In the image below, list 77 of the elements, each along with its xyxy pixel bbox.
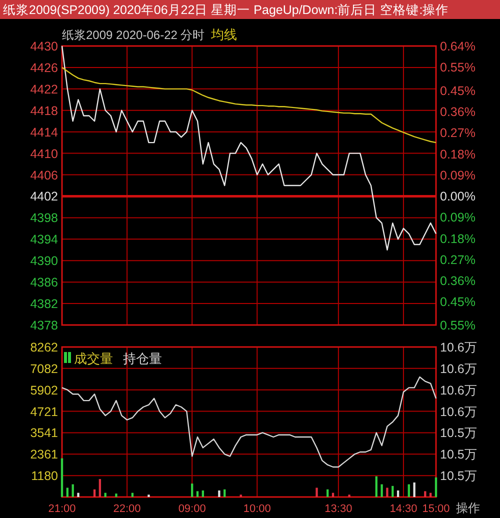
y-tick-label: 4406	[30, 168, 58, 182]
x-tick-label: 09:00	[178, 503, 206, 515]
bar	[380, 484, 383, 497]
bar	[386, 488, 388, 497]
chart-subtitle: 纸浆2009 2020-06-22 分时	[62, 28, 205, 42]
y2-tick-label: 0.64%	[440, 40, 476, 54]
y2-tick-label: 10.5万	[440, 426, 478, 440]
y2-tick-label: 0.36%	[440, 105, 476, 120]
y2-tick-label: 0.09%	[440, 168, 476, 182]
y-tick-label: 4378	[30, 318, 58, 332]
y-tick-label: 4402	[30, 190, 58, 204]
y2-tick-label: 0.55%	[440, 318, 476, 332]
bar	[424, 491, 426, 497]
y2-tick-label: 10.6万	[440, 383, 478, 398]
x-tick-label: 14:30	[390, 503, 418, 515]
bar	[396, 490, 400, 497]
y-tick-label: 4394	[30, 232, 58, 247]
y2-tick-label: 10.6万	[440, 404, 478, 419]
bar	[98, 479, 102, 497]
y2-tick-label: 10.6万	[440, 340, 478, 354]
y-tick-label: 4398	[30, 211, 58, 226]
y-tick-label: 7082	[30, 362, 58, 376]
y-tick-label: 8262	[30, 340, 58, 354]
x-tick-label: 13:30	[324, 503, 352, 515]
bar	[326, 489, 329, 497]
y-tick-label: 4386	[30, 276, 58, 290]
y2-tick-label: 10.5万	[440, 469, 478, 484]
bar	[375, 476, 378, 497]
bar	[224, 489, 226, 497]
bar	[316, 488, 318, 497]
chart-title: 纸浆2009(SP2009) 2020年06月22日 星期一 PageUp/Down:前后日 空格键:操作	[3, 3, 449, 17]
y2-tick-label: 0.45%	[440, 295, 476, 310]
bar	[392, 486, 394, 497]
y2-tick-label: 0.18%	[440, 147, 476, 162]
bar	[408, 484, 410, 497]
y-tick-label: 4430	[30, 40, 58, 54]
x-tick-label: 15:00	[422, 503, 450, 515]
bar	[202, 490, 204, 497]
y2-tick-label: 0.36%	[440, 274, 476, 288]
y-tick-label: 4410	[30, 146, 58, 161]
bar	[196, 491, 199, 497]
y2-tick-label: 0.27%	[440, 126, 476, 140]
y2-tick-label: 0.45%	[440, 84, 476, 98]
y-tick-label: 1180	[31, 469, 58, 484]
y2-tick-label: 0.09%	[440, 210, 476, 225]
bar	[218, 490, 220, 497]
bar	[66, 488, 69, 497]
y2-tick-label: 0.27%	[440, 252, 476, 267]
text: 均线	[210, 27, 237, 42]
y-tick-label: 4422	[30, 82, 58, 96]
y2-tick-label: 10.6万	[440, 362, 478, 376]
bar	[77, 492, 80, 497]
text: 操作	[456, 501, 480, 515]
bar	[72, 484, 74, 497]
bar	[413, 482, 416, 497]
y2-tick-label: 0.00%	[440, 190, 476, 204]
bar	[60, 458, 64, 497]
bar	[93, 489, 96, 497]
y-tick-label: 4414	[30, 125, 58, 140]
bar	[115, 494, 118, 497]
y-tick-label: 5902	[30, 383, 58, 398]
y-tick-label: 4390	[30, 254, 58, 268]
y-tick-label: 4426	[30, 60, 58, 75]
y-tick-label: 4382	[30, 297, 58, 312]
y-tick-label: 2361	[30, 448, 58, 462]
bar	[191, 484, 194, 497]
legend-label: 成交量	[74, 351, 113, 366]
x-tick-label: 21:00	[48, 503, 76, 515]
y2-tick-label: 10.5万	[440, 448, 478, 462]
y-tick-label: 4418	[30, 104, 58, 118]
x-tick-label: 10:00	[243, 503, 271, 515]
bar	[434, 477, 438, 497]
x-tick-label: 22:00	[113, 503, 141, 515]
y-tick-label: 3541	[30, 426, 58, 440]
y2-tick-label: 0.18%	[440, 232, 476, 246]
y-tick-label: 4721	[30, 404, 58, 419]
y2-tick-label: 0.55%	[440, 60, 476, 75]
